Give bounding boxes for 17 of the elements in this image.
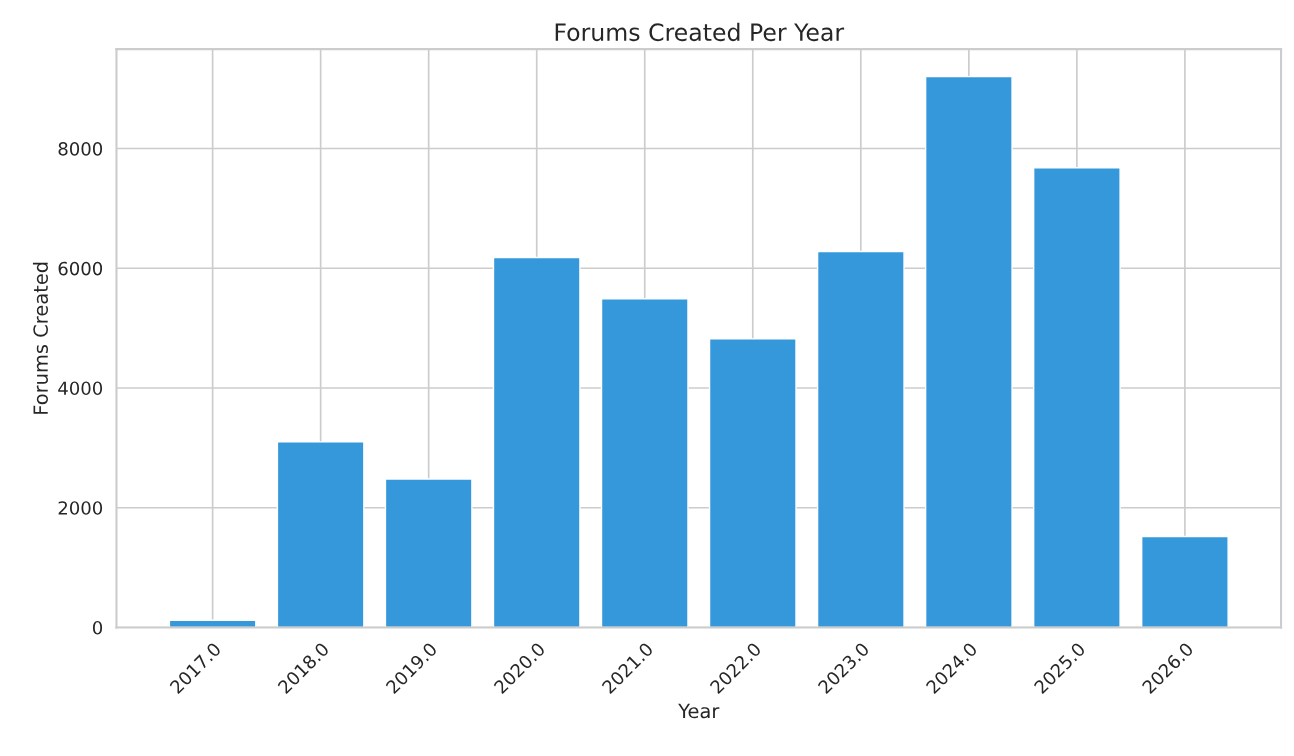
bar: [708, 338, 797, 628]
y-tick-label: 8000: [58, 141, 103, 156]
chart-title: Forums Created Per Year: [555, 22, 845, 42]
y-tick-label: 2000: [58, 501, 103, 515]
y-tick-label: 0: [92, 620, 103, 635]
y-axis-title: Forums Created: [32, 262, 48, 414]
bar: [1141, 535, 1229, 628]
x-axis-title: Year: [678, 703, 720, 719]
bar: [600, 298, 689, 628]
bar: [816, 250, 905, 628]
bar: [924, 75, 1013, 628]
bar: [276, 441, 365, 628]
bar: [384, 478, 473, 628]
y-tick-label: 4000: [58, 381, 103, 396]
bar: [1032, 166, 1121, 628]
y-tick-label: 6000: [58, 261, 103, 276]
bar: [492, 256, 581, 628]
